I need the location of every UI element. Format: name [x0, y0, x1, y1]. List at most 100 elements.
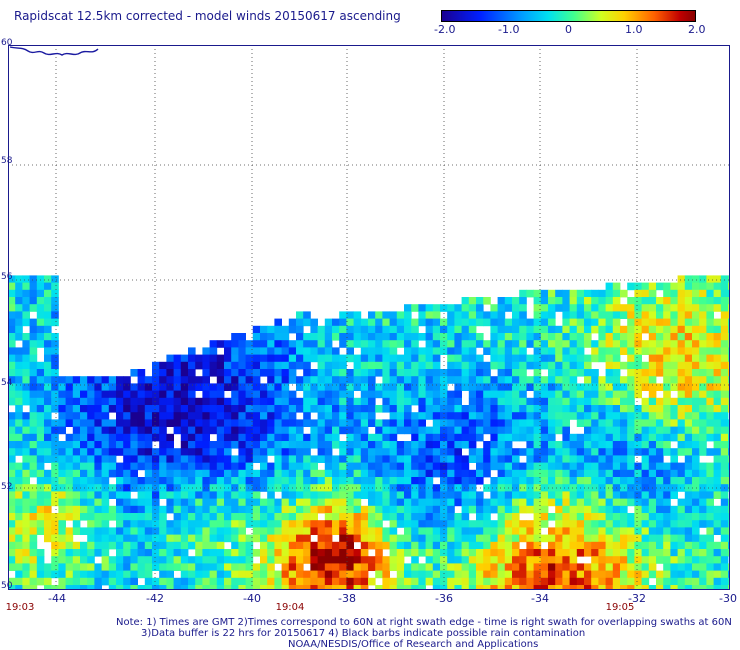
data-cell — [620, 304, 628, 312]
data-cell — [713, 570, 722, 579]
data-cell — [411, 570, 419, 579]
data-cell — [634, 462, 642, 471]
data-cell — [188, 527, 196, 535]
data-cell — [634, 541, 642, 550]
data-cell — [605, 347, 614, 355]
data-cell — [670, 369, 678, 377]
data-cell — [22, 361, 30, 370]
data-cell — [591, 455, 599, 463]
data-cell — [324, 333, 333, 341]
data-cell — [58, 484, 66, 492]
data-cell — [396, 577, 405, 586]
data-cell — [137, 477, 146, 485]
data-cell — [238, 520, 246, 528]
data-cell — [706, 426, 714, 435]
data-cell — [15, 333, 23, 341]
data-cell — [188, 361, 196, 370]
data-cell — [22, 477, 30, 485]
data-cell — [360, 397, 369, 406]
data-cell — [713, 297, 722, 305]
data-cell — [432, 376, 441, 384]
data-cell — [684, 340, 693, 348]
data-cell — [526, 448, 534, 456]
data-cell — [555, 383, 563, 391]
data-cell — [22, 419, 30, 427]
data-cell — [562, 412, 570, 420]
data-cell — [490, 361, 498, 370]
data-cell — [216, 376, 225, 384]
data-cell — [569, 433, 578, 442]
data-cell — [274, 412, 282, 420]
data-cell — [720, 469, 729, 478]
data-cell — [548, 534, 556, 543]
data-cell — [166, 498, 174, 507]
data-cell — [389, 577, 398, 586]
data-cell — [447, 541, 455, 550]
data-cell — [555, 361, 563, 370]
data-cell — [440, 477, 448, 485]
data-cell — [670, 383, 678, 391]
data-cell — [512, 390, 520, 399]
data-cell — [454, 333, 462, 341]
data-cell — [576, 570, 585, 579]
data-cell — [706, 369, 714, 377]
data-cell — [432, 556, 441, 564]
data-cell — [519, 304, 527, 312]
data-cell — [224, 369, 232, 377]
data-cell — [296, 570, 304, 579]
data-cell — [612, 455, 621, 463]
data-cell — [72, 433, 81, 442]
data-cell — [346, 426, 354, 435]
data-cell — [526, 419, 534, 427]
data-cell — [699, 441, 707, 449]
data-cell — [29, 397, 38, 406]
data-cell — [490, 541, 498, 550]
data-cell — [65, 405, 74, 413]
data-cell — [317, 498, 326, 507]
data-cell — [101, 419, 110, 427]
data-cell — [8, 441, 16, 449]
data-cell — [490, 383, 498, 391]
data-cell — [591, 376, 599, 384]
data-cell — [245, 549, 254, 557]
data-cell — [224, 354, 232, 363]
data-cell — [720, 347, 729, 355]
data-cell — [346, 520, 354, 528]
data-cell — [123, 513, 131, 521]
data-cell — [245, 505, 254, 514]
data-cell — [245, 340, 254, 348]
data-cell — [108, 433, 117, 442]
data-cell — [692, 498, 700, 507]
colorbar-tick: 2.0 — [688, 23, 706, 36]
data-cell — [490, 563, 498, 571]
data-cell — [656, 484, 664, 492]
data-cell — [281, 513, 290, 521]
data-cell — [51, 527, 59, 535]
data-cell — [692, 469, 700, 478]
data-cell — [303, 577, 311, 586]
data-cell — [238, 390, 246, 399]
data-cell — [627, 549, 635, 557]
data-cell — [497, 333, 506, 341]
data-cell — [504, 469, 513, 478]
data-cell — [224, 397, 232, 406]
data-cell — [569, 318, 578, 327]
data-cell — [562, 289, 570, 298]
data-cell — [562, 433, 570, 442]
data-cell — [490, 340, 498, 348]
data-cell — [389, 549, 398, 557]
data-cell — [360, 318, 369, 327]
data-cell — [699, 354, 707, 363]
data-cell — [490, 347, 498, 355]
data-cell — [663, 318, 671, 327]
data-cell — [720, 520, 729, 528]
data-cell — [713, 541, 722, 550]
data-cell — [137, 534, 146, 543]
data-cell — [576, 297, 585, 305]
data-cell — [173, 484, 182, 492]
data-cell — [706, 354, 714, 363]
data-cell — [483, 520, 491, 528]
data-cell — [620, 462, 628, 471]
data-cell — [468, 541, 477, 550]
data-cell — [303, 534, 311, 543]
